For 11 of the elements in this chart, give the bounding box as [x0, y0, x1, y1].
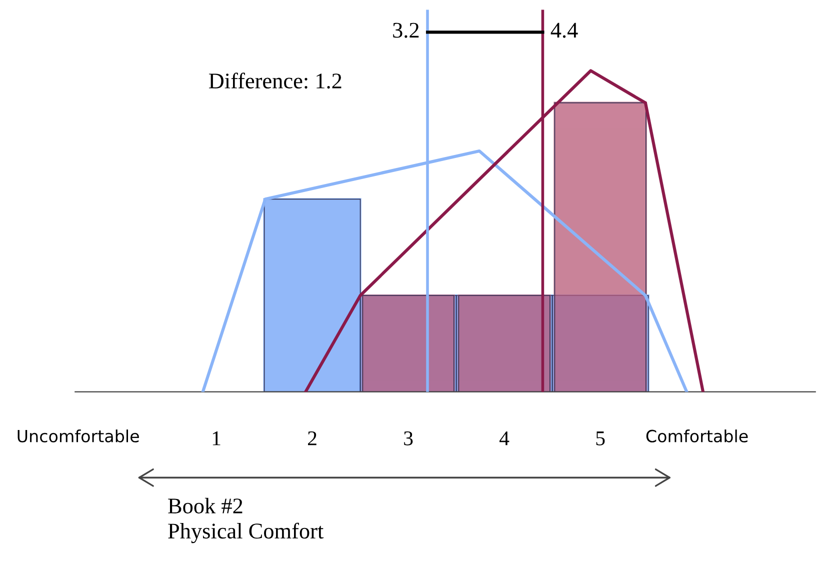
x-tick-label: 2 — [308, 431, 316, 446]
x-tick-label: 1 — [212, 431, 220, 446]
x-tick-label: 5 — [596, 432, 605, 446]
x-axis-title: Book #2 Physical Comfort — [168, 498, 324, 544]
x-tick-label: 3 — [404, 431, 413, 446]
ref-line-label: 4.4 — [550, 22, 578, 38]
x-tick-label: 4 — [500, 431, 510, 446]
text: Uncomfortable — [18, 430, 139, 442]
annotation: Difference: 1.2 — [208, 72, 342, 89]
text: Comfortable — [646, 430, 748, 442]
ref-line-label: 3.2 — [393, 22, 419, 38]
